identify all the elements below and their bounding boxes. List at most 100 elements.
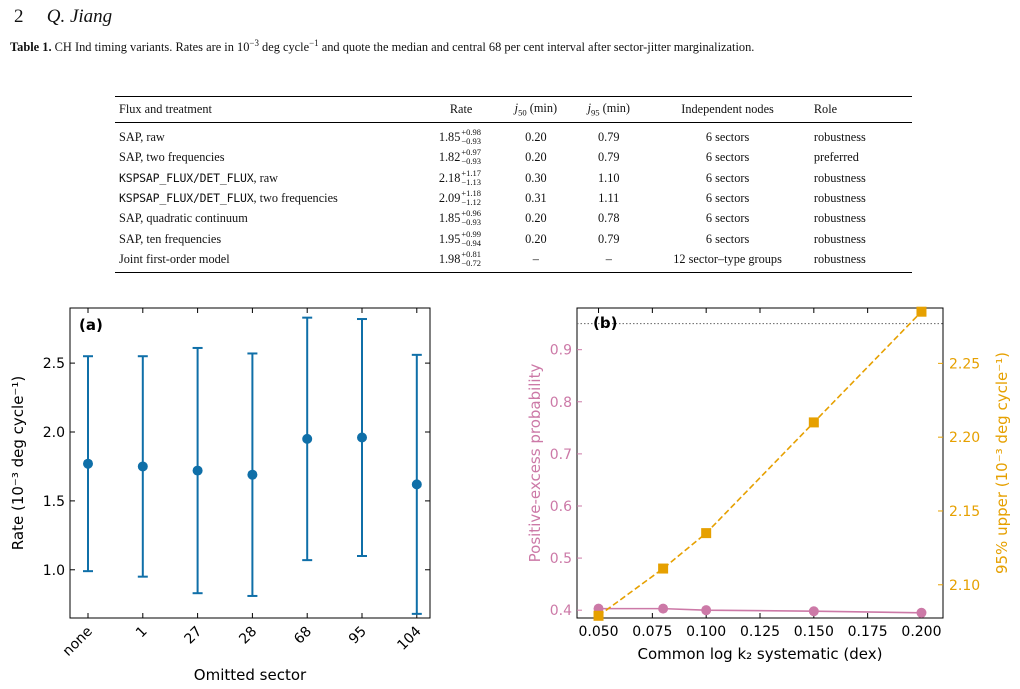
x-tick-label: 0.150 bbox=[794, 624, 834, 640]
y-tick-label: 2.0 bbox=[43, 425, 65, 441]
table-row: SAP, quadratic continuum 1.85 +0.96 −0.93 0.… bbox=[115, 208, 912, 228]
panel-label-b: (b) bbox=[593, 314, 617, 332]
rate-minus: −0.94 bbox=[461, 237, 482, 248]
running-author: Q. Jiang bbox=[46, 6, 113, 27]
cell-nodes: 6 sectors bbox=[705, 130, 750, 145]
cell-flux: SAP, raw bbox=[115, 123, 410, 148]
left-y-axis-label: Positive-excess probability bbox=[526, 364, 544, 563]
flux-rest: , two frequencies bbox=[253, 191, 338, 206]
flux-label: SAP, quadratic continuum bbox=[119, 211, 248, 226]
cell-j50: 0.20 bbox=[525, 150, 547, 165]
cell-nodes: 6 sectors bbox=[705, 191, 750, 206]
data-point bbox=[357, 432, 367, 443]
x-axis-label: Common log k₂ systematic (dex) bbox=[638, 645, 883, 663]
upper-limit-point bbox=[658, 563, 669, 574]
x-tick-label: 0.100 bbox=[686, 624, 726, 640]
panel-label-a: (a) bbox=[79, 316, 103, 334]
x-tick-label: 1 bbox=[133, 624, 151, 642]
x-tick-label: 0.175 bbox=[848, 624, 888, 640]
x-tick-label: 28 bbox=[236, 624, 260, 648]
data-point bbox=[302, 433, 313, 444]
data-point bbox=[137, 461, 148, 472]
y-axis-label: Rate (10⁻³ deg cycle⁻¹) bbox=[9, 376, 27, 550]
plot-frame bbox=[69, 307, 431, 619]
left-y-tick-label: 0.5 bbox=[550, 551, 572, 567]
rate-plus: +0.81 bbox=[461, 248, 482, 259]
right-y-tick-label: 2.20 bbox=[949, 430, 980, 446]
rate-median: 1.95 bbox=[438, 231, 461, 246]
col-header-rate: Rate bbox=[409, 96, 500, 123]
cell-flux: SAP, two frequencies bbox=[115, 147, 410, 167]
flux-label: SAP, two frequencies bbox=[119, 150, 225, 165]
upper-limit-point bbox=[916, 306, 927, 317]
flux-label: Joint first-order model bbox=[119, 251, 230, 266]
cell-rate: 1.85 +0.98 −0.93 bbox=[410, 123, 500, 148]
col-header-role: Role bbox=[809, 96, 912, 123]
cell-j95: 1.10 bbox=[598, 170, 620, 185]
cell-rate: 1.95 +0.99 −0.94 bbox=[410, 228, 500, 248]
cell-flux: KSPSAP_FLUX/DET_FLUX, raw bbox=[115, 168, 410, 188]
col-header-j95: j95 (min) bbox=[572, 96, 646, 123]
data-point bbox=[192, 465, 203, 476]
table-row: KSPSAP_FLUX/DET_FLUX, raw 2.18 +1.17 −1.13 0… bbox=[115, 168, 912, 188]
left-y-tick-label: 0.6 bbox=[550, 499, 572, 515]
caption-text-2: deg cycle bbox=[258, 40, 310, 55]
y-tick-label: 2.5 bbox=[43, 356, 65, 372]
rate-minus: −0.93 bbox=[461, 217, 482, 228]
rate-plus: +1.17 bbox=[461, 167, 482, 178]
rate-plus: +0.98 bbox=[461, 127, 482, 138]
table-row: SAP, ten frequencies 1.95 +0.99 −0.94 0.20 0.… bbox=[115, 228, 912, 248]
chart-omitted-sector: 1.0 1.5 2.0 2.5 none 1 27 28 68 95 104 (a) Omitted s… bbox=[9, 307, 431, 684]
right-y-tick-label: 2.25 bbox=[949, 356, 980, 372]
table-row: SAP, two frequencies 1.82 +0.97 −0.93 0.20 0.… bbox=[115, 147, 912, 167]
rate-plus: +0.96 bbox=[461, 208, 482, 219]
rate-median: 2.18 bbox=[438, 170, 461, 185]
y-tick-label: 1.0 bbox=[43, 563, 65, 579]
flux-mono: KSPSAP_FLUX/DET_FLUX bbox=[119, 191, 254, 206]
col-header-j50: j50 (min) bbox=[499, 96, 573, 123]
x-axis-label: Omitted sector bbox=[194, 666, 307, 684]
flux-label: SAP, ten frequencies bbox=[119, 231, 222, 246]
rate-median: 1.98 bbox=[438, 251, 461, 266]
cell-nodes: 6 sectors bbox=[705, 211, 750, 226]
cell-rate: 1.85 +0.96 −0.93 bbox=[410, 208, 500, 228]
rate-median: 1.82 bbox=[438, 150, 461, 165]
right-y-tick-label: 2.10 bbox=[949, 578, 980, 594]
x-tick-label: 104 bbox=[394, 623, 424, 653]
cell-role: robustness bbox=[813, 130, 866, 145]
left-y-tick-label: 0.8 bbox=[550, 395, 572, 411]
probability-point bbox=[808, 606, 819, 617]
data-point bbox=[247, 469, 258, 480]
upper-limit-point bbox=[808, 417, 819, 428]
cell-j50: – bbox=[499, 248, 573, 274]
cell-j95: – bbox=[572, 248, 646, 274]
left-y-tick-label: 0.9 bbox=[550, 343, 572, 359]
upper-limit-point bbox=[593, 610, 604, 621]
rate-plus: +0.99 bbox=[461, 228, 482, 239]
data-point bbox=[411, 479, 422, 490]
cell-j95: 0.79 bbox=[598, 130, 620, 145]
data-point bbox=[83, 458, 93, 469]
cell-role: robustness bbox=[813, 211, 866, 226]
rate-minus: −0.93 bbox=[461, 156, 482, 167]
cell-nodes: 6 sectors bbox=[705, 150, 750, 165]
caption-text-3: and quote the median and central 68 per … bbox=[318, 40, 755, 55]
cell-role: preferred bbox=[813, 150, 859, 165]
left-y-tick-label: 0.7 bbox=[550, 447, 572, 463]
rate-plus: +0.97 bbox=[461, 147, 482, 158]
cell-rate: 2.09 +1.18 −1.12 bbox=[410, 188, 500, 208]
caption-text-1: CH Ind timing variants. Rates are in 10 bbox=[51, 40, 250, 55]
cell-rate: 1.98 +0.81 −0.72 bbox=[409, 248, 500, 274]
cell-flux: KSPSAP_FLUX/DET_FLUX, two frequencies bbox=[115, 188, 410, 208]
caption-exp-1: −3 bbox=[249, 38, 259, 48]
col-header-nodes: Independent nodes bbox=[645, 96, 810, 123]
x-tick-label: 0.200 bbox=[901, 624, 941, 640]
page-header: 2 Q. Jiang bbox=[14, 6, 112, 28]
page-number: 2 bbox=[14, 6, 24, 27]
cell-j50: 0.31 bbox=[525, 191, 547, 206]
cell-j95: 1.11 bbox=[598, 191, 620, 206]
flux-mono: KSPSAP_FLUX/DET_FLUX bbox=[119, 170, 254, 185]
cell-role: robustness bbox=[813, 231, 866, 246]
table-row: Joint first-order model 1.98 +0.81 −0.72– –1… bbox=[115, 248, 912, 274]
cell-role: robustness bbox=[809, 248, 912, 274]
